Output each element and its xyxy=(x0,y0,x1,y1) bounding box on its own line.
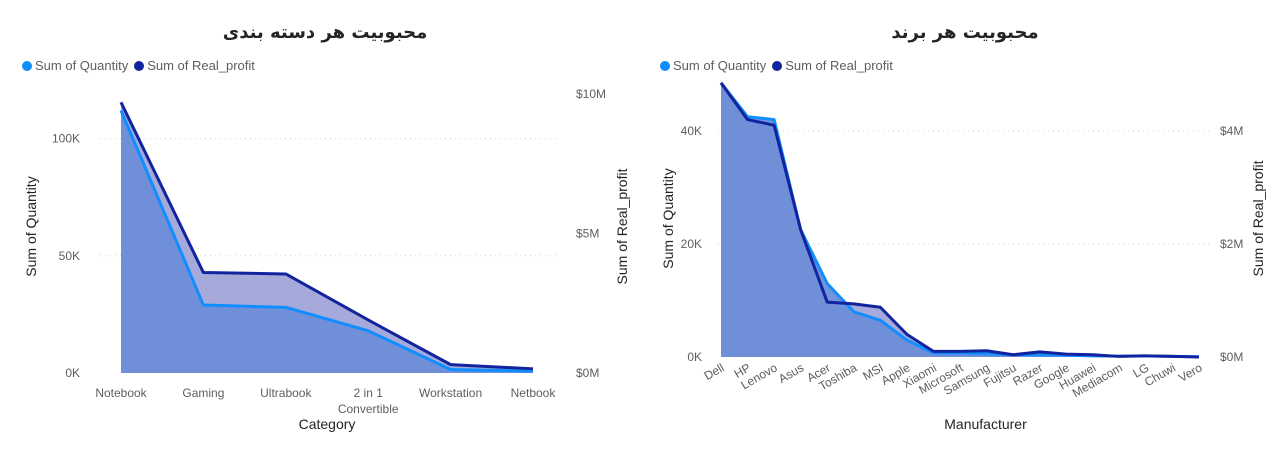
category-chart-title: محبوبیت هر دسته بندی xyxy=(222,22,428,43)
x-tick-label: Chuwi xyxy=(1142,360,1178,389)
legend-profit[interactable]: Sum of Real_profit xyxy=(772,58,893,73)
x-axis-title: Category xyxy=(299,416,356,432)
x-tick-label: Dell xyxy=(702,360,727,382)
manufacturer-chart-panel: محبوبیت هر برند Sum of Quantity Sum of R… xyxy=(635,0,1271,459)
y-tick-label: 100K xyxy=(52,132,80,146)
x-tick-label: Workstation xyxy=(419,386,482,400)
x-axis-title: Manufacturer xyxy=(944,416,1027,432)
y-tick-label: 50K xyxy=(59,249,80,263)
y-axis-title: Sum of Quantity xyxy=(23,176,39,276)
legend-profit[interactable]: Sum of Real_profit xyxy=(134,58,255,73)
x-tick-label: Ultrabook xyxy=(260,386,312,400)
manufacturer-chart-legend[interactable]: Sum of Quantity Sum of Real_profit xyxy=(660,58,899,73)
y-tick-label: 0K xyxy=(687,350,702,364)
legend-quantity[interactable]: Sum of Quantity xyxy=(660,58,766,73)
category-chart-legend[interactable]: Sum of Quantity Sum of Real_profit xyxy=(22,58,261,73)
y-tick-label: 0K xyxy=(65,366,80,380)
x-tick-label: Netbook xyxy=(511,386,557,400)
legend-profit-label: Sum of Real_profit xyxy=(785,58,893,73)
x-tick-label: Asus xyxy=(776,360,806,385)
y-tick-label: 20K xyxy=(681,237,702,251)
quantity-line xyxy=(119,109,534,373)
y2-tick-label: $0M xyxy=(576,366,599,380)
y-axis-title: Sum of Quantity xyxy=(660,168,676,268)
quantity-area xyxy=(121,110,533,374)
y2-tick-label: $2M xyxy=(1220,237,1243,251)
x-tick-label: Convertible xyxy=(338,402,399,416)
y-tick-label: 40K xyxy=(681,124,702,138)
legend-quantity-label: Sum of Quantity xyxy=(35,58,129,73)
category-area-chart[interactable]: 0K 50K 100K $0M $5M $10M Notebook Gaming Ultrabo… xyxy=(0,0,635,459)
profit-line xyxy=(719,81,1200,359)
legend-quantity[interactable]: Sum of Quantity xyxy=(22,58,128,73)
y2-axis-title: Sum of Real_profit xyxy=(614,168,630,284)
x-tick-label: 2 in 1 xyxy=(354,386,384,400)
legend-quantity-dot-icon xyxy=(660,60,670,71)
legend-profit-label: Sum of Real_profit xyxy=(147,58,255,73)
manufacturer-chart-title: محبوبیت هر برند xyxy=(891,22,1039,43)
x-tick-label: Vero xyxy=(1176,360,1205,385)
quantity-area xyxy=(721,82,1199,357)
y2-tick-label: $4M xyxy=(1220,124,1243,138)
legend-profit-dot-icon xyxy=(772,60,783,71)
y2-tick-label: $0M xyxy=(1220,350,1243,364)
x-tick-label: Gaming xyxy=(182,386,224,400)
legend-quantity-label: Sum of Quantity xyxy=(673,58,767,73)
legend-quantity-dot-icon xyxy=(22,60,32,71)
y2-tick-label: $5M xyxy=(576,226,599,240)
y2-tick-label: $10M xyxy=(576,87,606,101)
x-tick-label: LG xyxy=(1131,360,1152,380)
x-tick-label: Notebook xyxy=(95,386,147,400)
legend-profit-dot-icon xyxy=(134,60,145,71)
y2-axis-title: Sum of Real_profit xyxy=(1250,160,1266,276)
category-chart-panel: محبوبیت هر دسته بندی Sum of Quantity Sum… xyxy=(0,0,635,459)
profit-line xyxy=(119,101,534,371)
